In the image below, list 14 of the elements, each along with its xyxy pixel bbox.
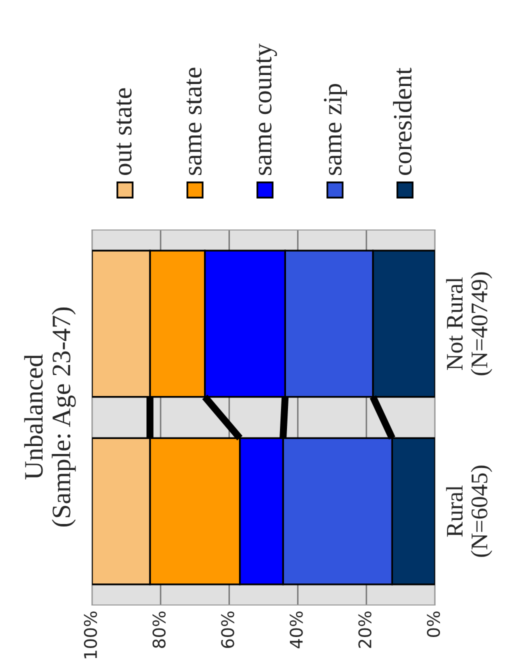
x-tick-label: 80% <box>152 612 166 648</box>
y-tick-label: Not Rural (N=40749) <box>446 272 492 376</box>
x-tick-label: 20% <box>358 612 372 648</box>
text: same state <box>186 68 202 175</box>
text: same county <box>256 43 277 175</box>
x-tick-label: 100% <box>84 612 98 658</box>
text: out state <box>116 88 132 175</box>
y-tick-label: Rural (N=6045) <box>446 466 492 557</box>
x-tick-label: 60% <box>221 612 234 648</box>
text: coresident <box>393 68 412 175</box>
x-tick-label: 0% <box>426 612 440 637</box>
text: Unbalanced (Sample: Age 23-47) <box>24 307 76 527</box>
x-tick-label: 40% <box>290 612 303 648</box>
text: same zip <box>324 84 347 175</box>
